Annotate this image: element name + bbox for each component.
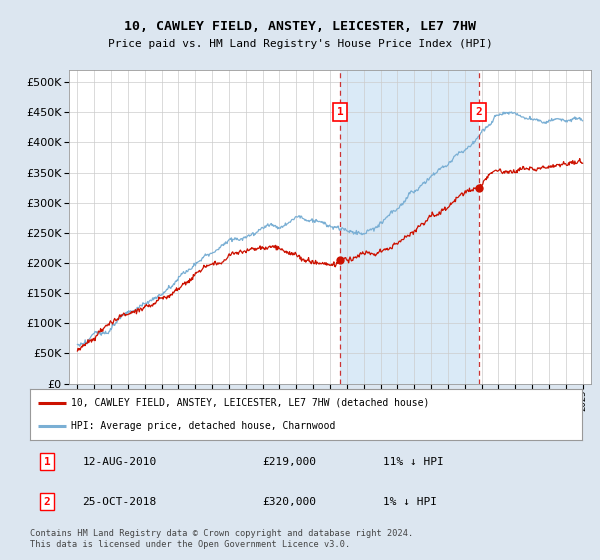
Text: Contains HM Land Registry data © Crown copyright and database right 2024.
This d: Contains HM Land Registry data © Crown c… bbox=[30, 529, 413, 549]
Text: £219,000: £219,000 bbox=[262, 457, 316, 466]
Text: 10, CAWLEY FIELD, ANSTEY, LEICESTER, LE7 7HW: 10, CAWLEY FIELD, ANSTEY, LEICESTER, LE7… bbox=[124, 20, 476, 32]
Text: Price paid vs. HM Land Registry's House Price Index (HPI): Price paid vs. HM Land Registry's House … bbox=[107, 39, 493, 49]
Text: 12-AUG-2010: 12-AUG-2010 bbox=[82, 457, 157, 466]
Text: 1% ↓ HPI: 1% ↓ HPI bbox=[383, 497, 437, 507]
Text: 1: 1 bbox=[44, 457, 50, 466]
Text: 1: 1 bbox=[337, 107, 343, 117]
Text: 25-OCT-2018: 25-OCT-2018 bbox=[82, 497, 157, 507]
Text: HPI: Average price, detached house, Charnwood: HPI: Average price, detached house, Char… bbox=[71, 421, 336, 431]
Text: 2: 2 bbox=[475, 107, 482, 117]
Text: 2: 2 bbox=[44, 497, 50, 507]
Text: 10, CAWLEY FIELD, ANSTEY, LEICESTER, LE7 7HW (detached house): 10, CAWLEY FIELD, ANSTEY, LEICESTER, LE7… bbox=[71, 398, 430, 408]
Text: £320,000: £320,000 bbox=[262, 497, 316, 507]
Bar bbox=[340, 70, 479, 384]
Text: 11% ↓ HPI: 11% ↓ HPI bbox=[383, 457, 444, 466]
